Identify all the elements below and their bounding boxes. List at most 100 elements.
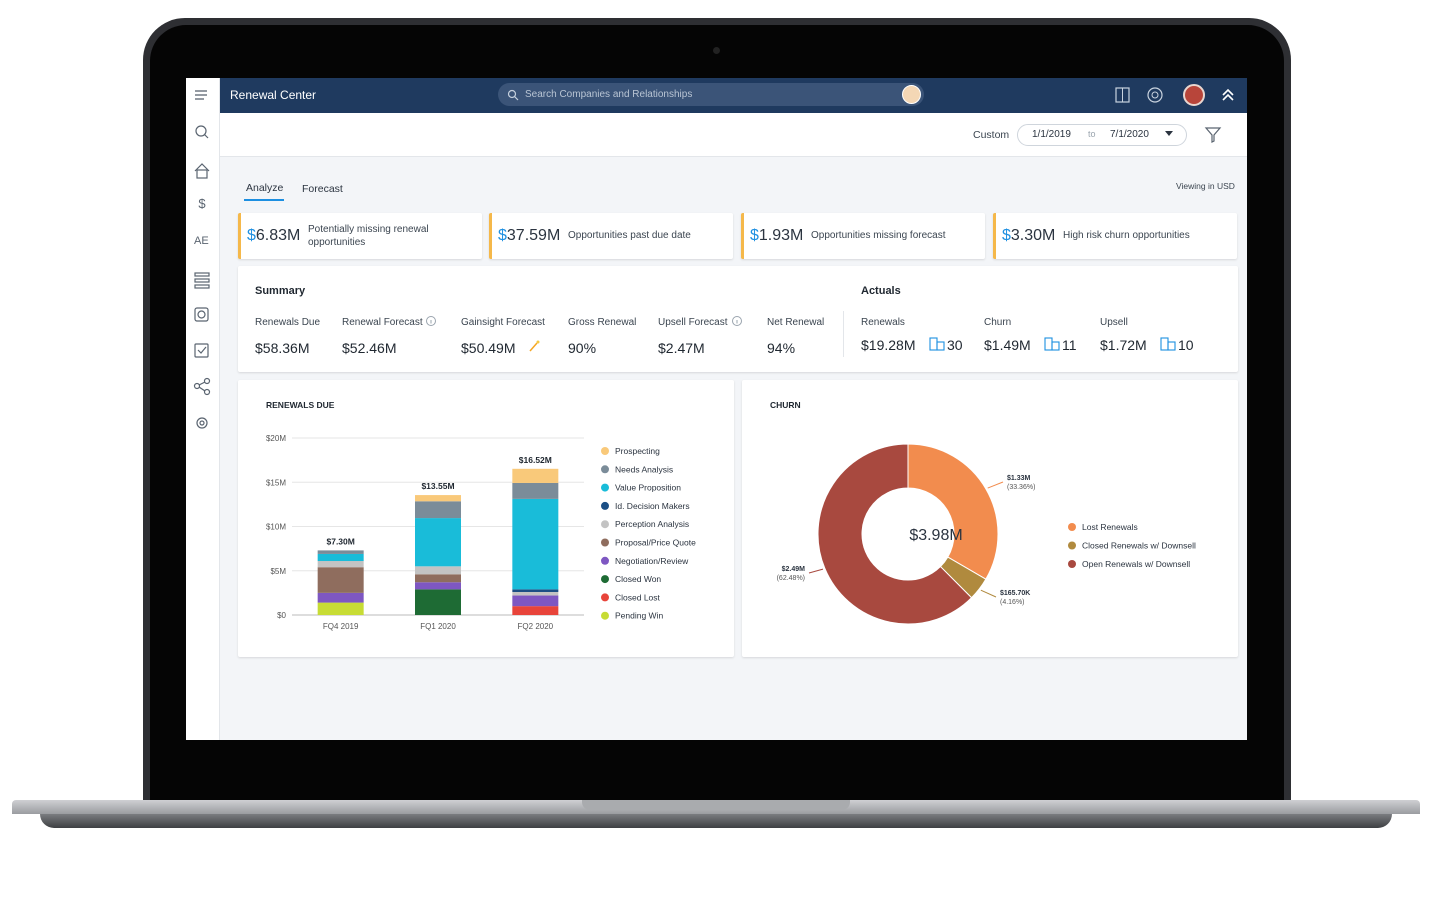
tab-underline: [244, 199, 284, 201]
actuals-value: $1.49M: [984, 337, 1031, 353]
tab-forecast[interactable]: Forecast: [302, 183, 343, 195]
legend-label: Proposal/Price Quote: [615, 538, 696, 548]
kpi-card[interactable]: [489, 213, 733, 259]
laptop-notch: [582, 800, 850, 810]
kpi-currency: $: [498, 227, 507, 244]
legend-swatch: [601, 447, 609, 455]
menu-icon: [195, 90, 207, 100]
bar-segment: [317, 567, 364, 593]
summary-label: Net Renewal: [767, 317, 825, 328]
legend-label: Prospecting: [615, 446, 660, 456]
total-label: $13.55M: [421, 481, 454, 491]
actuals-count: 10: [1178, 337, 1194, 353]
divider: [843, 311, 844, 357]
legend-label: Id. Decision Makers: [615, 501, 690, 511]
bar-segment: [512, 482, 559, 499]
bar-segment: [317, 592, 364, 603]
kpi-amount: 6.83M: [255, 227, 301, 244]
total-label: $16.52M: [519, 455, 552, 465]
summary-label: Gainsight Forecast: [461, 317, 545, 328]
menu-cell[interactable]: [186, 78, 220, 113]
kpi-amount: 3.30M: [1010, 227, 1056, 244]
summary-value: $58.36M: [255, 340, 310, 356]
sidebar-label[interactable]: AE: [194, 235, 209, 247]
actuals-count: 11: [1062, 337, 1077, 353]
bar-segment: [512, 498, 559, 590]
x-tick-label: FQ2 2020: [518, 622, 554, 631]
leader-line: [808, 568, 824, 574]
collapse-icon[interactable]: [1220, 87, 1236, 103]
user-avatar[interactable]: [1183, 84, 1205, 106]
chart-title: RENEWALS DUE: [266, 400, 335, 410]
summary-label: Renewals Due: [255, 317, 321, 328]
summary-icons: [426, 316, 742, 352]
bar-segment: [317, 602, 364, 615]
bar-segment: [512, 589, 559, 592]
filter-mode: Custom: [973, 129, 1010, 141]
kpi-currency: $: [247, 227, 256, 244]
tab-analyze[interactable]: Analyze: [246, 182, 284, 194]
slice-percent-label: (62.48%): [777, 575, 805, 582]
bar-segment: [415, 589, 461, 615]
slice-percent-label: (4.16%): [1000, 599, 1025, 606]
y-tick-label: $0: [277, 611, 286, 620]
summary-card: [238, 266, 1238, 372]
date-start: 1/1/2019: [1032, 129, 1071, 140]
legend-swatch: [1068, 541, 1076, 550]
bar-segment: [317, 550, 364, 554]
bar-chart: $0 $5M $10M $15M $20M FQ4 2019 $7.30M FQ1 2020 $…: [266, 434, 696, 631]
top-icons: [1115, 87, 1163, 103]
search-icon: [507, 89, 519, 101]
kpi-card[interactable]: [238, 213, 482, 259]
slice-value-label: $1.33M: [1007, 475, 1031, 482]
bar-segment: [317, 553, 364, 562]
company-icons: [929, 337, 1176, 351]
app-title: Renewal Center: [230, 88, 317, 102]
avatar[interactable]: [902, 85, 921, 104]
date-range[interactable]: [1017, 124, 1187, 146]
legend-label: Value Proposition: [615, 483, 681, 493]
x-tick-label: FQ4 2019: [323, 622, 359, 631]
legend-swatch: [1068, 523, 1076, 531]
search-placeholder: Search Companies and Relationships: [525, 89, 693, 100]
summary-label: Upsell Forecast: [658, 317, 728, 328]
legend-swatch: [601, 501, 609, 510]
kpi-label: High risk churn opportunities: [1063, 230, 1190, 241]
bar-segment: [512, 468, 559, 483]
kpi-value: $1.93M: [750, 227, 803, 245]
total-label: $7.30M: [326, 536, 354, 546]
legend-swatch: [601, 593, 609, 602]
kpi-value: $37.59M: [498, 227, 560, 245]
legend-swatch: [601, 538, 609, 547]
kpi-card[interactable]: [741, 213, 985, 259]
churn-card: CHURN $1.33M (33.36%) $165.70K (4.16%) $2.49…: [742, 380, 1238, 657]
screen: Renewal Center Search Companies and Rela…: [186, 78, 1247, 740]
currency-note: Viewing in USD: [1176, 181, 1235, 191]
legend-label: Negotiation/Review: [615, 556, 689, 566]
legend-label: Closed Won: [615, 574, 661, 584]
chart-title: CHURN: [770, 400, 801, 410]
legend-label: Needs Analysis: [615, 464, 673, 474]
legend-label: Closed Renewals w/ Downsell: [1082, 541, 1196, 551]
legend-label: Perception Analysis: [615, 519, 689, 529]
legend-label: Pending Win: [615, 611, 663, 621]
y-tick-label: $10M: [266, 523, 286, 532]
kpi-card[interactable]: [993, 213, 1237, 259]
donut-slice: [817, 443, 973, 625]
summary-value: $2.47M: [658, 340, 705, 356]
y-tick-label: $15M: [266, 478, 286, 487]
kpi-amount: 37.59M: [506, 227, 561, 244]
legend-label: Open Renewals w/ Downsell: [1082, 559, 1190, 569]
kpi-currency: $: [1002, 227, 1011, 244]
bar-segment: [415, 518, 461, 567]
actuals-title: Actuals: [861, 285, 901, 297]
renewals-card: RENEWALS DUE $0 $5M $10M $15M $20M FQ4 2019 $7…: [238, 380, 734, 657]
kpi-amount: 1.93M: [758, 227, 804, 244]
search-box[interactable]: Search Companies and Relationships: [498, 83, 924, 106]
kpi-label: Potentially missing renewal opportunitie…: [308, 224, 429, 248]
bar-segment: [415, 574, 461, 583]
legend-swatch: [601, 465, 609, 474]
filter-icon[interactable]: [1204, 126, 1222, 144]
slice-value-label: $165.70K: [1000, 590, 1030, 597]
